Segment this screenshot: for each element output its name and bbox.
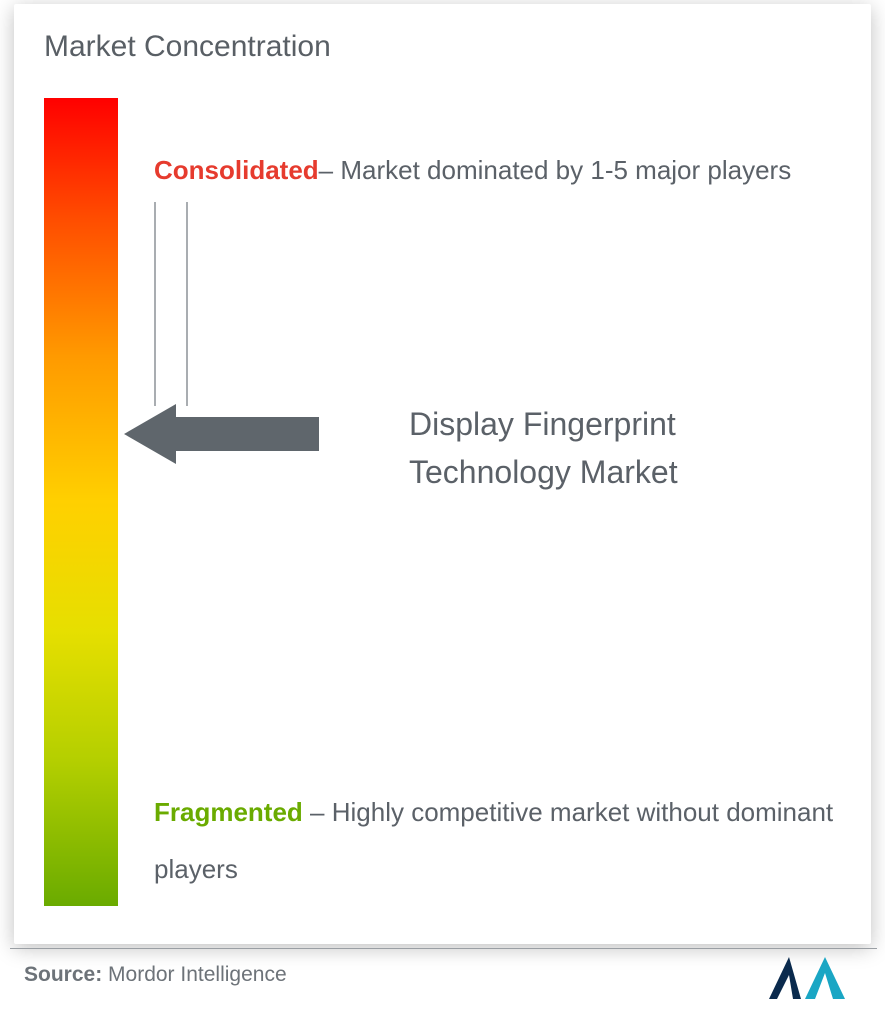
fragmented-keyword: Fragmented — [154, 797, 303, 827]
market-name-label: Display Fingerprint Technology Market — [409, 400, 829, 496]
consolidated-text: – Market dominated by 1-5 major players — [319, 155, 792, 185]
source-attribution: Source: Mordor Intelligence — [24, 963, 287, 987]
consolidated-label: Consolidated– Market dominated by 1-5 ma… — [154, 142, 814, 199]
fragmented-label: Fragmented – Highly competitive market w… — [154, 784, 854, 898]
guide-line-1 — [154, 202, 156, 406]
infographic-card: Market Concentration Consolidated– Marke… — [14, 4, 871, 944]
footer-bar: Source: Mordor Intelligence — [10, 948, 877, 1002]
chart-title: Market Concentration — [44, 30, 331, 64]
source-prefix: Source: — [24, 963, 108, 986]
consolidated-keyword: Consolidated — [154, 155, 319, 185]
mordor-logo-icon — [763, 951, 851, 1001]
source-name: Mordor Intelligence — [108, 963, 287, 986]
position-arrow — [124, 404, 319, 464]
concentration-gradient-bar — [44, 98, 118, 906]
guide-line-2 — [186, 202, 188, 406]
